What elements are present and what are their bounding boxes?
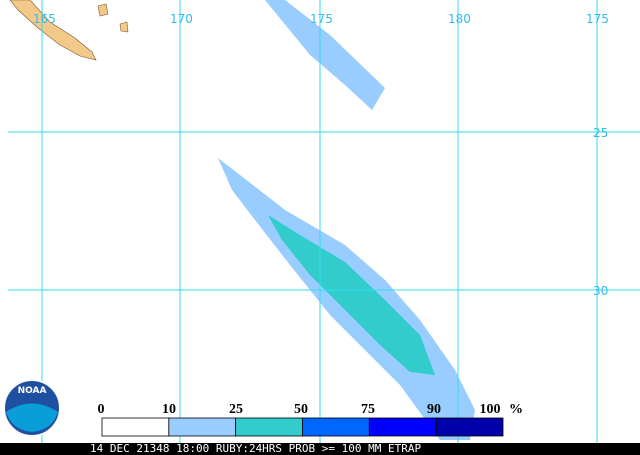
legend-swatch <box>302 417 370 437</box>
prob-area <box>265 0 385 110</box>
legend-label: 90 <box>427 402 441 417</box>
legend-label: 25 <box>229 402 243 417</box>
lon-label: 175 <box>310 12 333 26</box>
legend-label: 50 <box>294 402 308 417</box>
footer-bar <box>0 443 640 455</box>
lon-label: 165 <box>33 12 56 26</box>
footer-text: 14 DEC 21348 18:00 RUBY:24HRS PROB >= 10… <box>90 442 422 455</box>
land <box>97 3 109 17</box>
lon-label: 175 <box>586 12 609 26</box>
lat-label: 30 <box>593 284 608 298</box>
legend-swatch <box>235 417 303 437</box>
legend-label: 10 <box>162 402 176 417</box>
legend: 0 10 25 50 75 90 100 % <box>98 402 523 437</box>
lon-label: 170 <box>170 12 193 26</box>
legend-swatch <box>435 417 504 437</box>
legend-label: 100 <box>480 402 501 417</box>
legend-unit: % <box>509 402 523 417</box>
prob-area <box>268 215 435 375</box>
legend-swatch <box>368 417 437 437</box>
lon-label: 180 <box>448 12 471 26</box>
logo-text: NOAA <box>18 386 47 396</box>
legend-label: 75 <box>361 402 375 417</box>
logo: NOAA <box>3 379 61 437</box>
graticule <box>8 0 640 443</box>
land <box>119 21 129 33</box>
legend-label: 0 <box>98 402 105 417</box>
legend-swatch <box>168 417 237 437</box>
legend-swatch <box>101 417 170 437</box>
lat-label: 25 <box>593 126 608 140</box>
land <box>9 0 97 61</box>
